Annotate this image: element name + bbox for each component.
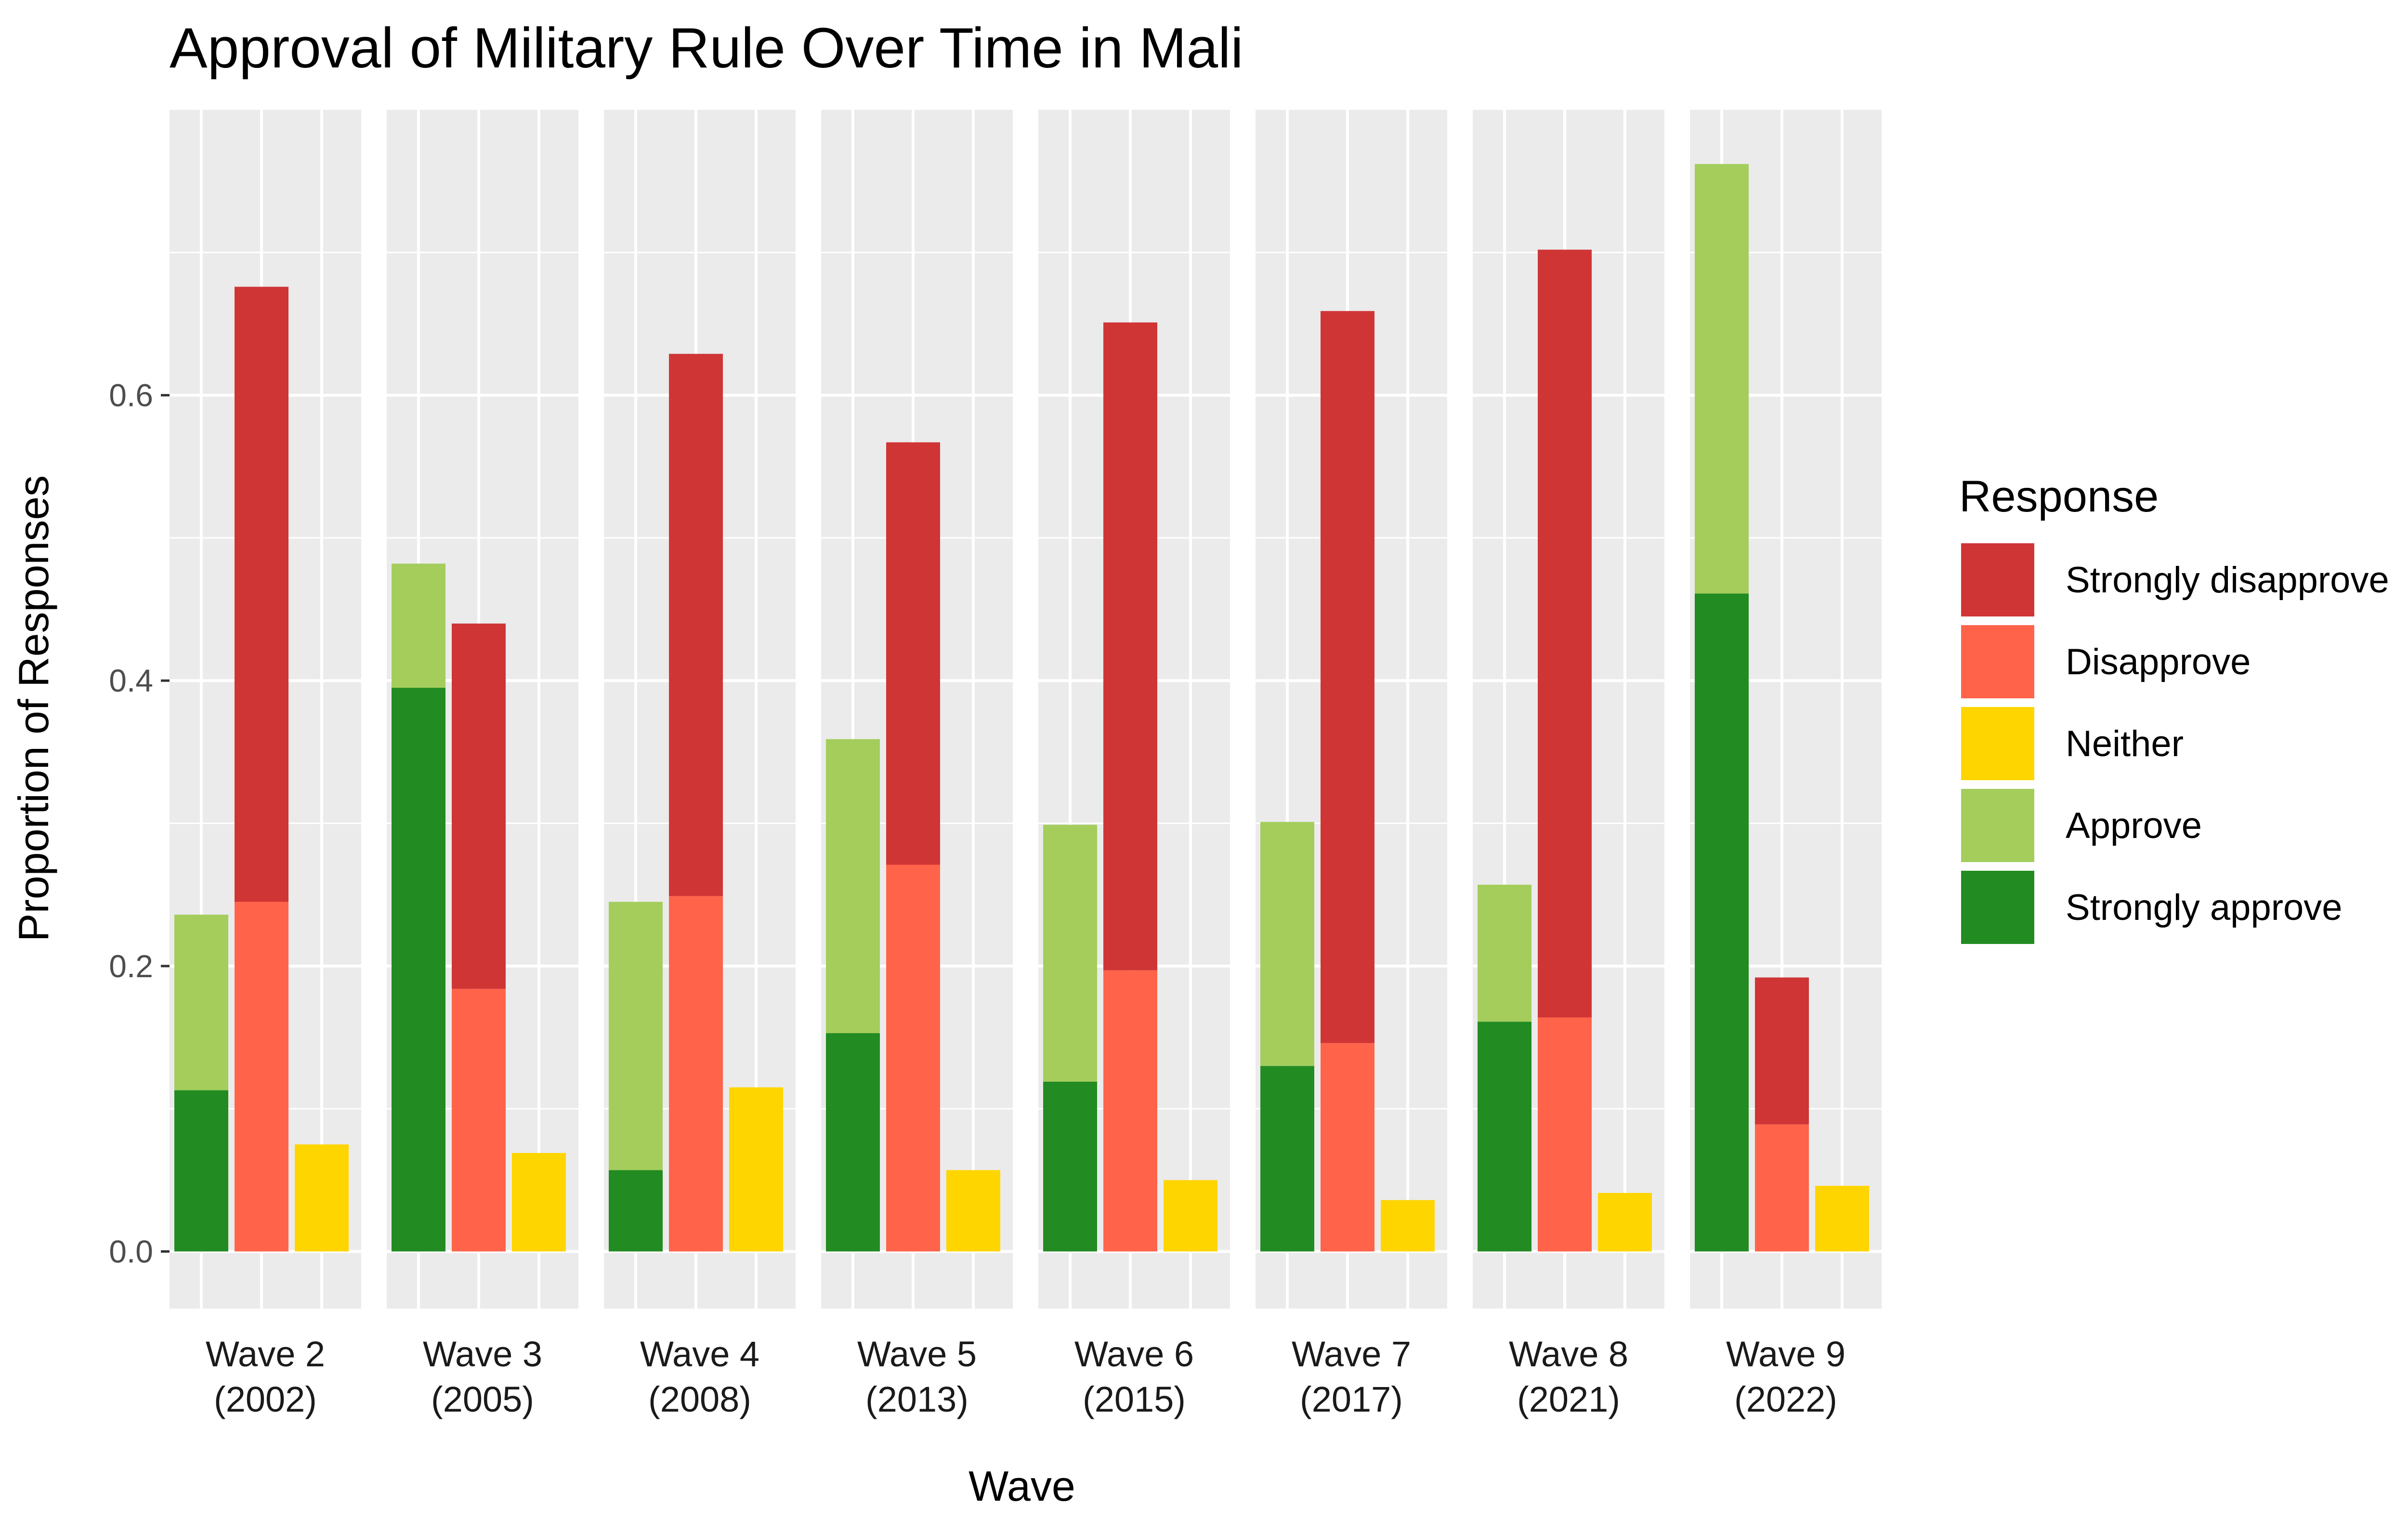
facet-label-line1: Wave 7 [1292, 1334, 1411, 1374]
facet-label-line1: Wave 5 [857, 1334, 977, 1374]
legend-swatch [1961, 543, 2034, 616]
facet-label-line2: (2008) [648, 1379, 751, 1419]
legend-item-approve: Approve [1961, 789, 2202, 862]
bar-strongly-approve-wave-8 [1695, 593, 1749, 1252]
bar-neither-wave-6 [1381, 1200, 1435, 1252]
facet-label-line2: (2021) [1517, 1379, 1620, 1419]
bar-strongly-disapprove-wave-3 [669, 354, 723, 896]
facet-label-line1: Wave 2 [206, 1334, 325, 1374]
facet-panel-2: Wave 3 (2005) [387, 110, 578, 1419]
facet-label-line2: (2017) [1300, 1379, 1403, 1419]
facet-label-line1: Wave 3 [423, 1334, 542, 1374]
bar-neither-wave-8 [1815, 1186, 1869, 1252]
bar-neither-wave-2 [512, 1153, 566, 1252]
legend-item-disapprove: Disapprove [1961, 625, 2251, 698]
bar-strongly-approve-wave-7 [1478, 1021, 1531, 1252]
bar-neither-wave-1 [295, 1144, 349, 1252]
bar-approve-wave-8 [1695, 164, 1749, 594]
legend: Response Strongly disapprove Disapprove Ne… [1959, 472, 2389, 944]
legend-swatch [1961, 707, 2034, 780]
bar-strongly-disapprove-wave-4 [886, 442, 940, 865]
facet-label-line2: (2005) [431, 1379, 534, 1419]
legend-label: Strongly approve [2066, 887, 2343, 928]
chart-title: Approval of Military Rule Over Time in M… [170, 16, 1243, 80]
bar-strongly-disapprove-wave-1 [235, 287, 288, 902]
facet-panel-6: Wave 7 (2017) [1256, 110, 1447, 1419]
y-tick-label: 0.2 [109, 948, 153, 984]
y-tick-label: 0.0 [109, 1233, 153, 1269]
facet-label-line2: (2002) [214, 1379, 317, 1419]
bar-neither-wave-5 [1164, 1180, 1217, 1252]
bar-neither-wave-3 [729, 1087, 783, 1252]
legend-title: Response [1959, 472, 2159, 521]
bar-strongly-disapprove-wave-6 [1321, 311, 1374, 1043]
bar-approve-wave-1 [174, 915, 228, 1090]
bar-neither-wave-4 [946, 1170, 1000, 1252]
bar-strongly-approve-wave-3 [609, 1170, 663, 1252]
bar-strongly-disapprove-wave-8 [1755, 977, 1809, 1125]
legend-item-strongly-disapprove: Strongly disapprove [1961, 543, 2389, 616]
y-axis: 0.0 0.2 0.4 0.6 [109, 378, 170, 1269]
facet-panel-4: Wave 5 (2013) [821, 110, 1013, 1419]
bar-approve-wave-4 [826, 739, 880, 1034]
bar-approve-wave-3 [609, 902, 663, 1170]
legend-swatch [1961, 871, 2034, 944]
facet-label-line1: Wave 6 [1074, 1334, 1194, 1374]
facet-panel-7: Wave 8 (2021) [1473, 110, 1664, 1419]
facet-label-line1: Wave 4 [640, 1334, 759, 1374]
facet-panel-8: Wave 9 (2022) [1690, 110, 1882, 1419]
legend-label: Approve [2066, 805, 2202, 846]
facet-label-line2: (2015) [1083, 1379, 1186, 1419]
y-axis-title: Proportion of Responses [10, 475, 57, 942]
bar-strongly-disapprove-wave-2 [452, 623, 506, 989]
legend-items: Strongly disapprove Disapprove Neither Appr… [1961, 543, 2389, 944]
bar-approve-wave-2 [392, 563, 445, 688]
bar-disapprove-wave-5 [1103, 970, 1157, 1252]
facet-panel-1: Wave 2 (2002) [170, 110, 361, 1419]
bar-strongly-approve-wave-4 [826, 1033, 880, 1252]
y-tick-label: 0.6 [109, 378, 153, 413]
bar-strongly-disapprove-wave-7 [1538, 249, 1592, 1018]
legend-swatch [1961, 625, 2034, 698]
bar-approve-wave-5 [1043, 825, 1097, 1082]
bar-disapprove-wave-2 [452, 989, 506, 1252]
facet-label-line2: (2022) [1734, 1379, 1837, 1419]
facet-label-line1: Wave 9 [1726, 1334, 1845, 1374]
legend-item-strongly-approve: Strongly approve [1961, 871, 2343, 944]
bar-disapprove-wave-3 [669, 896, 723, 1252]
bar-disapprove-wave-4 [886, 864, 940, 1252]
bar-strongly-disapprove-wave-5 [1103, 322, 1157, 970]
bar-disapprove-wave-7 [1538, 1017, 1592, 1252]
bar-strongly-approve-wave-5 [1043, 1081, 1097, 1252]
bar-disapprove-wave-6 [1321, 1043, 1374, 1252]
bar-disapprove-wave-1 [235, 902, 288, 1252]
bar-approve-wave-6 [1260, 822, 1314, 1066]
facet-label-line2: (2013) [865, 1379, 968, 1419]
facet-panel-3: Wave 4 (2008) [604, 110, 796, 1419]
facet-panel-5: Wave 6 (2015) [1038, 110, 1230, 1419]
facet-panels: Wave 2(2002)Wave 3(2005)Wave 4(2008)Wave… [170, 110, 1882, 1419]
y-tick-label: 0.4 [109, 663, 153, 698]
legend-label: Neither [2066, 723, 2184, 764]
facet-label-line1: Wave 8 [1509, 1334, 1628, 1374]
bar-strongly-approve-wave-2 [392, 688, 445, 1252]
bar-approve-wave-7 [1478, 884, 1531, 1022]
x-axis-title: Wave [968, 1462, 1075, 1510]
legend-swatch [1961, 789, 2034, 862]
legend-label: Strongly disapprove [2066, 560, 2389, 601]
bar-neither-wave-7 [1598, 1192, 1652, 1252]
legend-label: Disapprove [2066, 642, 2251, 682]
legend-item-neither: Neither [1961, 707, 2184, 780]
bar-strongly-approve-wave-1 [174, 1090, 228, 1252]
bar-strongly-approve-wave-6 [1260, 1066, 1314, 1252]
bar-disapprove-wave-8 [1755, 1124, 1809, 1252]
